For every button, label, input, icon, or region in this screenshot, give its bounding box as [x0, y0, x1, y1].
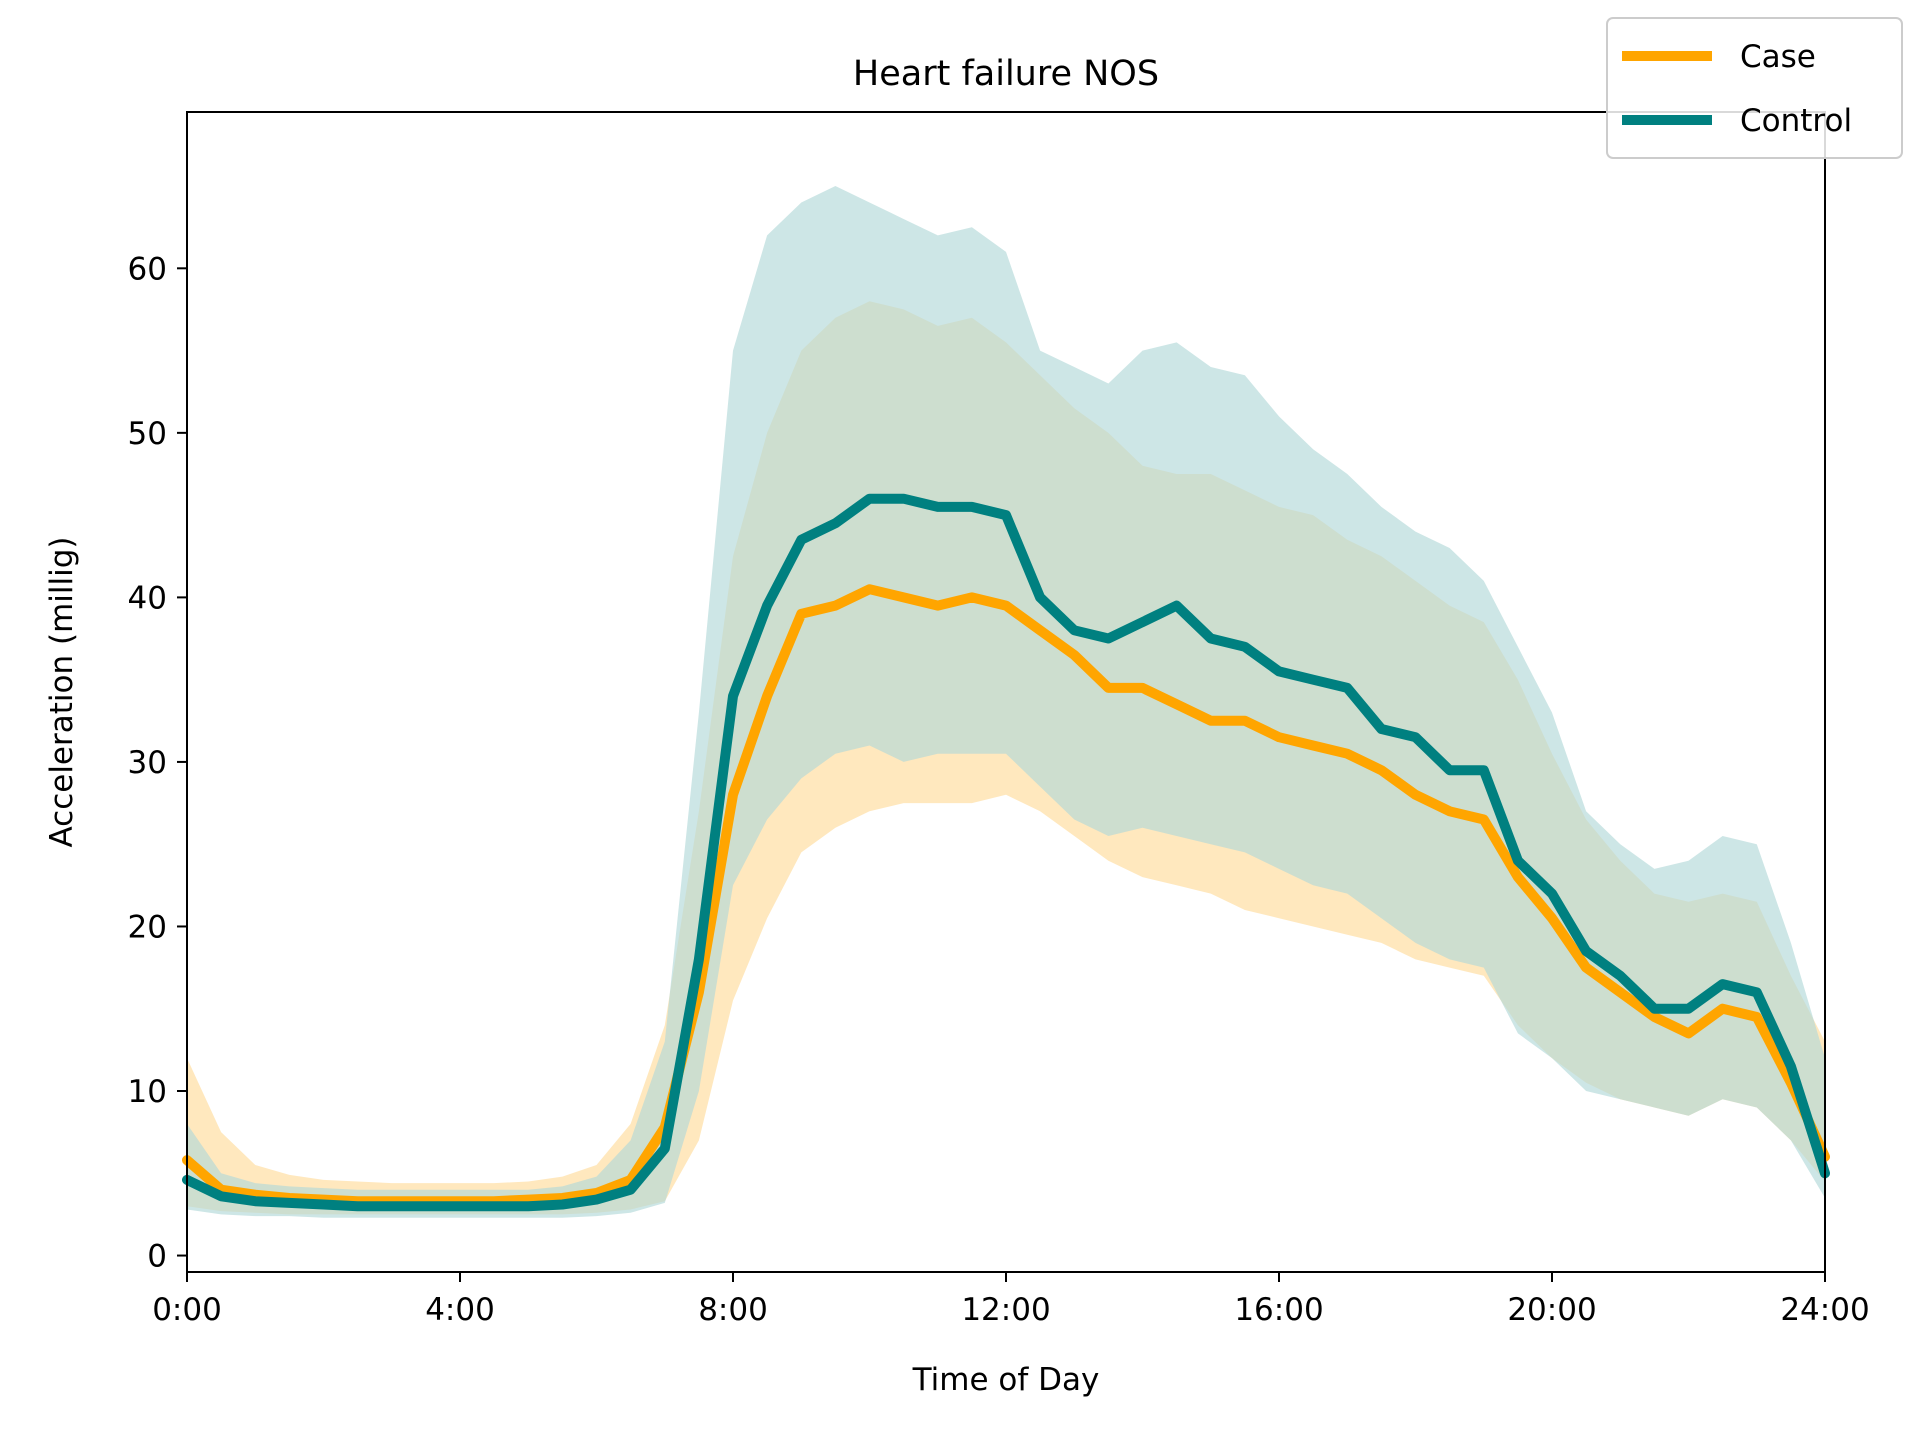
- y-tick-label: 0: [147, 1239, 167, 1275]
- chart-title: Heart failure NOS: [853, 54, 1159, 94]
- legend-label-case: Case: [1740, 39, 1816, 75]
- x-axis-label: Time of Day: [912, 1362, 1100, 1398]
- y-tick-label: 50: [128, 416, 167, 452]
- y-tick-label: 20: [128, 909, 167, 945]
- confidence-bands: [187, 186, 1825, 1218]
- y-tick-label: 10: [128, 1074, 167, 1110]
- y-tick-label: 60: [128, 251, 167, 287]
- x-tick-label: 24:00: [1780, 1292, 1869, 1328]
- line-control: [182, 493, 1830, 1212]
- y-axis-label: Acceleration (millig): [44, 537, 80, 848]
- band-case: [187, 301, 1825, 1215]
- series-lines: [182, 493, 1830, 1212]
- x-tick-label: 0:00: [152, 1292, 222, 1328]
- y-tick-label: 40: [128, 580, 167, 616]
- x-tick-label: 12:00: [961, 1292, 1050, 1328]
- legend-label-control: Control: [1740, 103, 1852, 139]
- x-tick-label: 4:00: [425, 1292, 495, 1328]
- x-tick-label: 16:00: [1234, 1292, 1323, 1328]
- y-axis: 0 10 20 30 40 50 60: [128, 251, 187, 1275]
- x-tick-label: 8:00: [698, 1292, 768, 1328]
- y-tick-label: 30: [128, 745, 167, 781]
- band-control: [187, 186, 1825, 1218]
- x-axis: 0:00 4:00 8:00 12:00 16:00 20:00 24:00: [152, 1272, 1870, 1328]
- x-tick-label: 20:00: [1507, 1292, 1596, 1328]
- legend: Case Control: [1606, 17, 1903, 159]
